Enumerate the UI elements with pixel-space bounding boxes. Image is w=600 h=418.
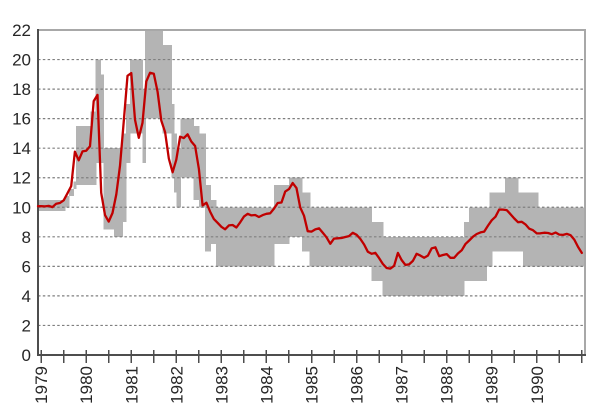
x-tick-label: 1984	[257, 366, 276, 404]
x-tick-label: 1985	[303, 366, 322, 404]
x-axis-labels: 1979 1980 1981 1982 1983 1984 1985 1986 1987 1988…	[32, 366, 547, 404]
x-tick-label: 1986	[348, 366, 367, 404]
y-tick-label: 16	[12, 110, 31, 129]
x-tick-label: 1983	[212, 366, 231, 404]
y-tick-label: 8	[22, 228, 31, 247]
x-axis-ticks	[40, 350, 583, 363]
x-tick-label: 1980	[77, 366, 96, 404]
y-tick-label: 0	[22, 346, 31, 365]
y-tick-label: 12	[12, 169, 31, 188]
y-tick-label: 6	[22, 257, 31, 276]
x-tick-label: 1990	[528, 366, 547, 404]
y-tick-label: 10	[12, 198, 31, 217]
x-tick-label: 1989	[483, 366, 502, 404]
x-tick-label: 1982	[167, 366, 186, 404]
fed-funds-rate-line	[36, 71, 583, 270]
x-tick-label: 1988	[438, 366, 457, 404]
y-tick-label: 22	[12, 21, 31, 40]
x-tick-label: 1987	[393, 366, 412, 404]
y-tick-label: 2	[22, 316, 31, 335]
y-tick-label: 18	[12, 80, 31, 99]
x-tick-label: 1981	[122, 366, 141, 404]
y-tick-label: 20	[12, 51, 31, 70]
y-tick-label: 14	[12, 139, 31, 158]
y-tick-label: 4	[22, 287, 31, 306]
x-tick-label: 1979	[32, 366, 51, 404]
y-axis-labels: 0 2 4 6 8 10 12 14 16 18 20 22	[12, 21, 31, 365]
